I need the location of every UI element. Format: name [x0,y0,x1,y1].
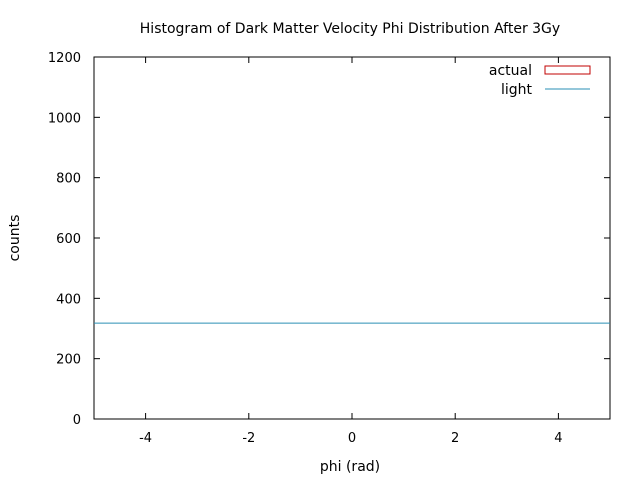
y-tick-label: 800 [56,172,81,187]
x-axis: -4 -2 0 2 4 [139,57,563,446]
y-tick-label: 400 [56,292,81,307]
x-tick-label: 4 [554,431,562,446]
chart-title: Histogram of Dark Matter Velocity Phi Di… [140,21,560,37]
x-tick-label: 0 [348,431,356,446]
y-tick-label: 0 [73,413,81,428]
x-axis-label: phi (rad) [320,459,380,475]
legend-label-light: light [501,82,533,98]
legend: actual light [489,63,591,98]
y-tick-label: 1200 [48,51,81,66]
x-tick-label: 2 [451,431,459,446]
x-tick-label: -2 [242,431,255,446]
plot-frame [93,56,611,420]
x-tick-label: -4 [139,431,152,446]
legend-swatch-actual [544,65,591,75]
y-axis: 0 200 400 600 800 1000 1200 [48,51,610,428]
y-axis-label: counts [7,215,23,262]
plot-area [93,56,611,420]
y-tick-label: 1000 [48,111,81,126]
y-tick-label: 200 [56,353,81,368]
y-tick-label: 600 [56,232,81,247]
legend-label-actual: actual [489,63,532,79]
